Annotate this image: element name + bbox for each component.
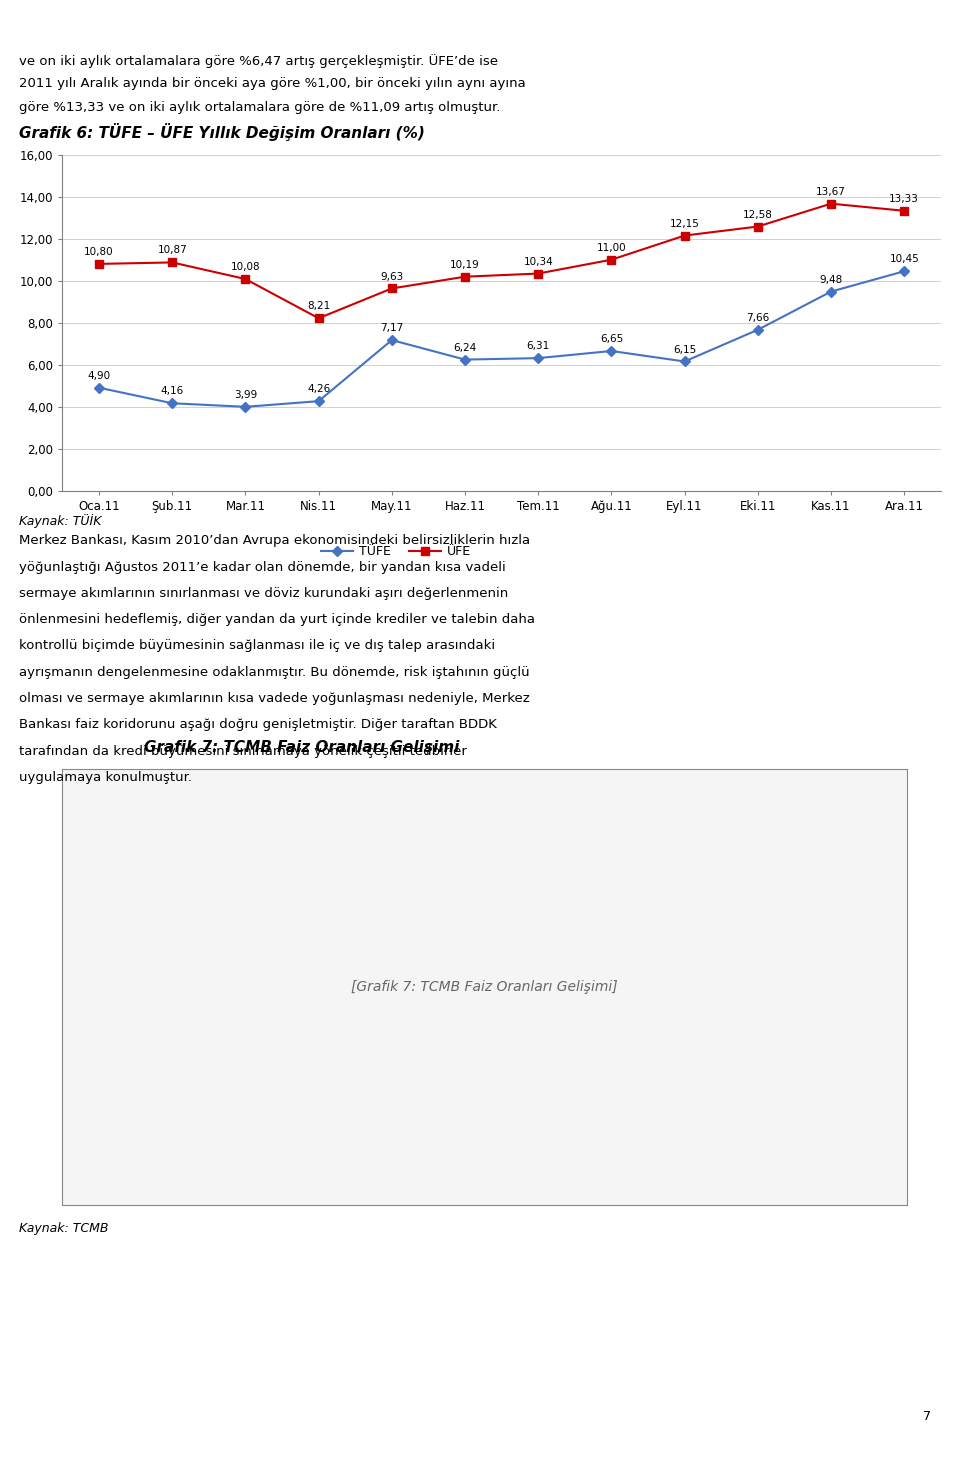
Text: ayrışmanın dengelenmesine odaklanmıştır. Bu dönemde, risk iştahının güçlü: ayrışmanın dengelenmesine odaklanmıştır.… xyxy=(19,666,530,679)
Text: 8,21: 8,21 xyxy=(307,301,330,311)
Text: Kaynak: TÜİK: Kaynak: TÜİK xyxy=(19,514,102,529)
Text: göre %13,33 ve on iki aylık ortalamalara göre de %11,09 artış olmuştur.: göre %13,33 ve on iki aylık ortalamalara… xyxy=(19,101,500,114)
Text: 12,15: 12,15 xyxy=(670,219,700,229)
TÜFE xyxy=(679,353,690,371)
Text: 10,34: 10,34 xyxy=(523,257,553,267)
Line: TÜFE: TÜFE xyxy=(96,267,907,410)
Text: 9,63: 9,63 xyxy=(380,272,403,282)
TÜFE xyxy=(752,321,763,339)
TÜFE xyxy=(240,399,252,416)
Text: 2011 yılı Aralık ayında bir önceki aya göre %1,00, bir önceki yılın aynı ayına: 2011 yılı Aralık ayında bir önceki aya g… xyxy=(19,77,526,91)
ÜFE xyxy=(386,280,397,298)
Text: 13,67: 13,67 xyxy=(816,187,846,197)
Text: 10,45: 10,45 xyxy=(889,254,919,264)
Text: 9,48: 9,48 xyxy=(820,274,843,285)
Text: 10,19: 10,19 xyxy=(450,260,480,270)
Text: 10,80: 10,80 xyxy=(84,247,114,257)
Text: 7: 7 xyxy=(924,1410,931,1424)
TÜFE xyxy=(93,380,105,397)
Text: 6,15: 6,15 xyxy=(673,345,696,355)
Text: ve on iki aylık ortalamalara göre %6,47 artış gerçekleşmiştir. ÜFE’de ise: ve on iki aylık ortalamalara göre %6,47 … xyxy=(19,54,498,69)
ÜFE xyxy=(166,254,178,272)
Text: tarafından da kredi büyümesini sınırlamaya yönelik çeşitli tedbirler: tarafından da kredi büyümesini sınırlama… xyxy=(19,745,468,758)
Text: 6,31: 6,31 xyxy=(527,342,550,352)
TÜFE xyxy=(533,349,544,366)
Text: 10,87: 10,87 xyxy=(157,245,187,255)
ÜFE xyxy=(313,310,324,327)
ÜFE xyxy=(606,251,617,269)
Text: kontrollü biçimde büyümesinin sağlanması ile iç ve dış talep arasındaki: kontrollü biçimde büyümesinin sağlanması… xyxy=(19,639,495,653)
TÜFE xyxy=(459,350,470,368)
TÜFE xyxy=(606,342,617,359)
Text: olması ve sermaye akımlarının kısa vadede yoğunlaşması nedeniyle, Merkez: olması ve sermaye akımlarının kısa vaded… xyxy=(19,692,530,705)
TÜFE xyxy=(313,393,324,410)
Text: Kaynak: TCMB: Kaynak: TCMB xyxy=(19,1222,108,1235)
Text: önlenmesini hedeflemiş, diğer yandan da yurt içinde krediler ve talebin daha: önlenmesini hedeflemiş, diğer yandan da … xyxy=(19,613,536,626)
Text: 4,16: 4,16 xyxy=(160,387,183,396)
Text: Grafik 7: TCMB Faiz Oranları Gelişimi: Grafik 7: TCMB Faiz Oranları Gelişimi xyxy=(144,740,460,755)
Line: ÜFE: ÜFE xyxy=(95,200,908,323)
Text: [Grafik 7: TCMB Faiz Oranları Gelişimi]: [Grafik 7: TCMB Faiz Oranları Gelişimi] xyxy=(351,980,618,994)
Text: 3,99: 3,99 xyxy=(234,390,257,400)
ÜFE xyxy=(93,255,105,273)
TÜFE xyxy=(386,331,397,349)
Text: 13,33: 13,33 xyxy=(889,194,919,204)
ÜFE xyxy=(459,269,470,286)
Text: uygulamaya konulmuştur.: uygulamaya konulmuştur. xyxy=(19,771,192,784)
Text: Merkez Bankası, Kasım 2010’dan Avrupa ekonomisindeki belirsizliklerin hızla: Merkez Bankası, Kasım 2010’dan Avrupa ek… xyxy=(19,534,530,548)
Text: 12,58: 12,58 xyxy=(743,210,773,219)
ÜFE xyxy=(899,201,910,219)
ÜFE xyxy=(533,264,544,282)
TÜFE xyxy=(826,283,837,301)
ÜFE xyxy=(752,218,763,235)
Text: sermaye akımlarının sınırlanması ve döviz kurundaki aşırı değerlenmenin: sermaye akımlarının sınırlanması ve dövi… xyxy=(19,587,509,600)
Text: 7,66: 7,66 xyxy=(746,312,769,323)
Text: Grafik 6: TÜFE – ÜFE Yıllık Değişim Oranları (%): Grafik 6: TÜFE – ÜFE Yıllık Değişim Oran… xyxy=(19,123,425,140)
Text: Bankası faiz koridorunu aşağı doğru genişletmiştir. Diğer taraftan BDDK: Bankası faiz koridorunu aşağı doğru geni… xyxy=(19,718,497,731)
Legend: TÜFE, ÜFE: TÜFE, ÜFE xyxy=(316,540,476,564)
Text: 4,26: 4,26 xyxy=(307,384,330,394)
TÜFE xyxy=(899,263,910,280)
Text: 6,65: 6,65 xyxy=(600,334,623,345)
Text: 6,24: 6,24 xyxy=(453,343,476,353)
Text: 7,17: 7,17 xyxy=(380,323,403,333)
Text: yöğunlaştığı Ağustos 2011’e kadar olan dönemde, bir yandan kısa vadeli: yöğunlaştığı Ağustos 2011’e kadar olan d… xyxy=(19,561,506,574)
ÜFE xyxy=(826,194,837,212)
TÜFE xyxy=(166,394,178,412)
ÜFE xyxy=(240,270,252,288)
Text: 4,90: 4,90 xyxy=(87,371,110,381)
Text: 11,00: 11,00 xyxy=(596,242,626,253)
Text: 10,08: 10,08 xyxy=(230,261,260,272)
ÜFE xyxy=(679,226,690,244)
